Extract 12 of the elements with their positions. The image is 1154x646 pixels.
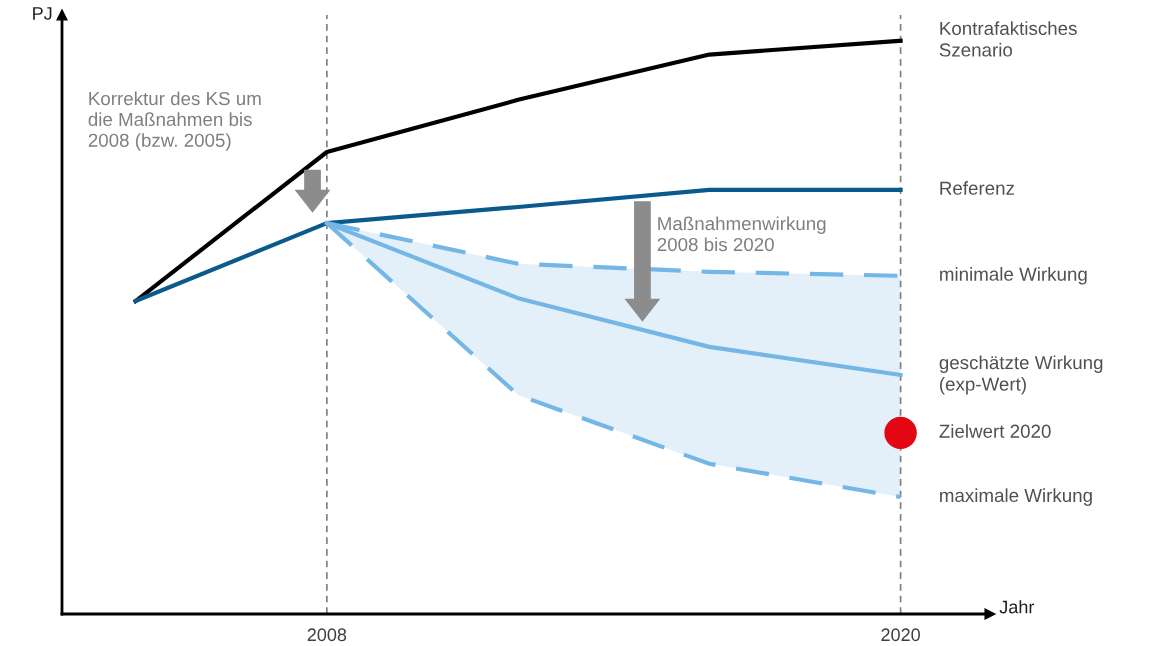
x-axis-title: Jahr xyxy=(999,600,1035,614)
annotation: Korrektur des KS um die Maßnahmen bis 2008 (bzw. 2005) xyxy=(88,91,261,151)
annotation: Maßnahmenwirkung 2008 bis 2020 xyxy=(657,216,826,252)
series-label: Zielwert 2020 xyxy=(939,424,1051,438)
text: Referenz xyxy=(940,181,1014,195)
text: geschätzte Wirkung (exp-Wert) xyxy=(939,355,1103,395)
text: minimale Wirkung xyxy=(940,267,1087,285)
x-tick-label: 2008 xyxy=(307,628,347,642)
text: maximale Wirkung xyxy=(940,488,1092,506)
x-tick-label: 2020 xyxy=(881,628,920,642)
text: Kontrafaktisches Szenario xyxy=(939,21,1077,57)
y-axis-title: PJ xyxy=(33,7,52,20)
